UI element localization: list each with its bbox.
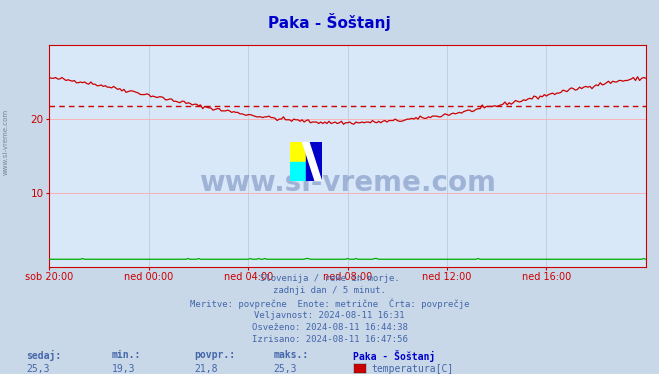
Text: Meritve: povprečne  Enote: metrične  Črta: povprečje: Meritve: povprečne Enote: metrične Črta:… — [190, 298, 469, 309]
Text: sedaj:: sedaj: — [26, 350, 61, 361]
Bar — [290, 142, 306, 162]
Text: Paka - Šoštanj: Paka - Šoštanj — [353, 350, 435, 362]
Text: maks.:: maks.: — [273, 350, 308, 360]
Text: povpr.:: povpr.: — [194, 350, 235, 360]
Text: Slovenija / reke in morje.: Slovenija / reke in morje. — [260, 274, 399, 283]
Bar — [306, 142, 322, 181]
Text: Veljavnost: 2024-08-11 16:31: Veljavnost: 2024-08-11 16:31 — [254, 311, 405, 320]
Text: Paka - Šoštanj: Paka - Šoštanj — [268, 13, 391, 31]
Text: 21,8: 21,8 — [194, 364, 218, 374]
Text: min.:: min.: — [112, 350, 142, 360]
Text: zadnji dan / 5 minut.: zadnji dan / 5 minut. — [273, 286, 386, 295]
Text: 19,3: 19,3 — [112, 364, 136, 374]
Bar — [290, 162, 306, 181]
Text: 25,3: 25,3 — [273, 364, 297, 374]
Text: www.si-vreme.com: www.si-vreme.com — [199, 169, 496, 197]
Text: temperatura[C]: temperatura[C] — [371, 364, 453, 374]
Text: Izrisano: 2024-08-11 16:47:56: Izrisano: 2024-08-11 16:47:56 — [252, 335, 407, 344]
Text: 25,3: 25,3 — [26, 364, 50, 374]
Text: Osveženo: 2024-08-11 16:44:38: Osveženo: 2024-08-11 16:44:38 — [252, 323, 407, 332]
Polygon shape — [302, 142, 322, 181]
Text: www.si-vreme.com: www.si-vreme.com — [2, 109, 9, 175]
